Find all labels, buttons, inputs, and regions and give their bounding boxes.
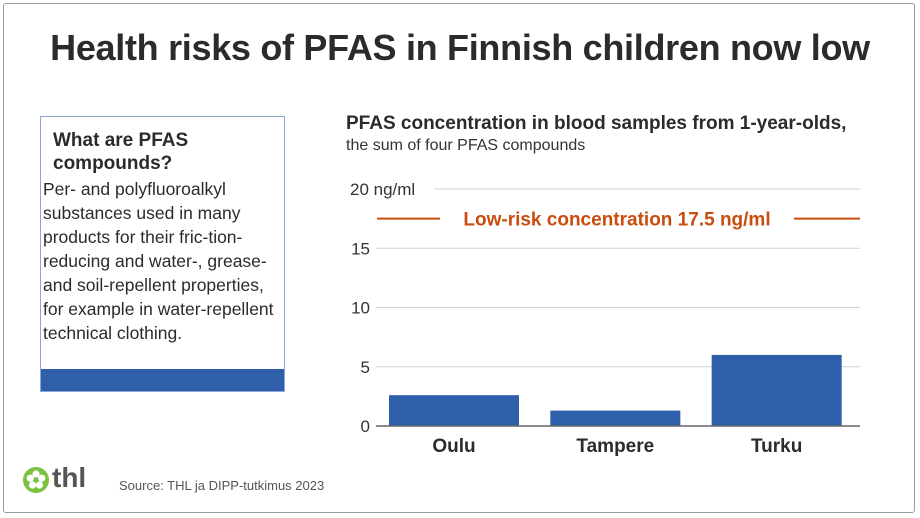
info-box: What are PFAS compounds? Per- and polyfl… — [40, 116, 285, 392]
y-tick-label: 20 ng/ml — [350, 180, 415, 199]
thl-logo-text: thl — [52, 462, 87, 493]
source-text: Source: THL ja DIPP-tutkimus 2023 — [119, 478, 325, 493]
y-tick-label: 10 — [351, 299, 370, 318]
chart-subtitle: the sum of four PFAS compounds — [346, 137, 586, 154]
x-tick-label: Turku — [751, 436, 802, 457]
bar-oulu — [389, 395, 519, 426]
page-title: Health risks of PFAS in Finnish children… — [50, 27, 870, 68]
info-heading: What are PFAS compounds? — [53, 130, 189, 174]
bar-turku — [711, 354, 842, 426]
y-tick-label: 5 — [361, 358, 370, 377]
y-tick-label: 0 — [361, 417, 370, 436]
x-tick-label: Oulu — [432, 436, 475, 457]
info-box-bar — [41, 369, 284, 391]
frame — [3, 3, 915, 513]
thl-flower-logo-icon — [23, 467, 49, 493]
chart-title: PFAS concentration in blood samples from… — [346, 113, 847, 134]
y-tick-label: 15 — [351, 239, 370, 258]
bar-tampere — [550, 410, 681, 426]
threshold-label: Low-risk concentration 17.5 ng/ml — [463, 210, 770, 231]
info-text: Per- and polyfluoroalkyl substances used… — [43, 179, 274, 343]
x-tick-label: Tampere — [576, 436, 654, 457]
